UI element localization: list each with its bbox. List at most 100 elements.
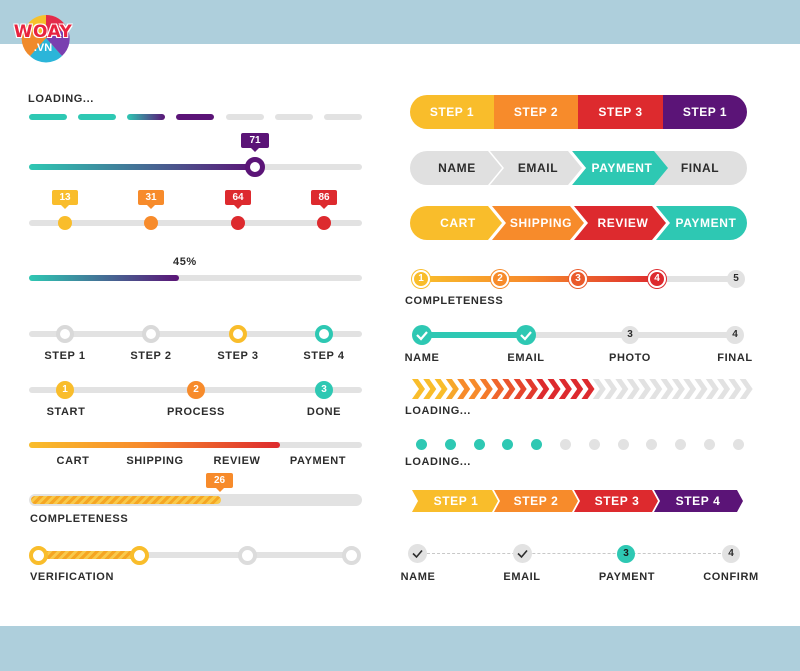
slider-handle[interactable] [245,157,265,177]
chevron-segment [660,379,674,399]
verification-dot[interactable] [238,546,257,565]
chevron-segment [445,379,459,399]
form-step-label[interactable]: NAME [438,161,476,175]
form-step-label[interactable]: FINAL [680,161,720,175]
numbered-step[interactable]: 1 [412,270,430,288]
arrow-steps: STEP 1 STEP 2 STEP 3 STEP 4 [412,490,747,512]
loading-dash [275,114,313,120]
final-step-number[interactable]: 4 [722,545,740,563]
check-icon[interactable] [412,325,432,345]
completeness-fill [31,496,221,504]
marker-dot[interactable] [317,216,331,230]
process-step-number[interactable]: 1 [56,381,74,399]
process-step-number[interactable]: 3 [315,381,333,399]
numbered-completeness-label: COMPLETENESS [405,295,504,307]
cart-step-label: SHIPPING [126,455,184,467]
marker-dot[interactable] [144,216,158,230]
loading-dot [416,439,427,450]
check-step-number[interactable]: 3 [621,326,639,344]
cart-step-label: REVIEW [213,455,261,467]
logo: WOAY .VN [10,12,76,66]
check-icon[interactable] [513,544,532,563]
check-icon[interactable] [516,325,536,345]
form-step-pill-shapes [410,151,747,185]
checkout-step-label[interactable]: SHIPPING [509,216,573,230]
numbered-step[interactable]: 2 [491,270,509,288]
dots-loading-label: LOADING... [405,456,471,468]
check-step-number[interactable]: 4 [726,326,744,344]
step-dot[interactable] [56,325,74,343]
chevron-segment [434,379,448,399]
chevron-segment [423,379,437,399]
loading-dot [646,439,658,450]
slider-value-tooltip: 71 [241,133,269,152]
check-track [420,332,736,338]
completeness-tooltip: 26 [206,473,233,492]
chevron-segment [649,379,663,399]
chevron-segment [671,379,685,399]
loading-dash [176,114,214,120]
arrow-step-label[interactable]: STEP 3 [594,494,640,508]
checkout-step-label[interactable]: CART [440,216,476,230]
numbered-step[interactable]: 4 [648,270,666,288]
marker-tooltip: 86 [311,190,337,209]
loading-dash [78,114,116,120]
step-label: STEP 2 [130,350,172,362]
verification-dot[interactable] [130,546,149,565]
cart-step-label: PAYMENT [289,455,347,467]
steps-track [29,331,362,337]
chevron-segment [468,379,482,399]
form-step-label[interactable]: EMAIL [517,161,559,175]
final-step-number[interactable]: 3 [617,545,635,563]
chevron-segment [615,379,629,399]
verification-dot[interactable] [29,546,48,565]
check-icon[interactable] [408,544,427,563]
step-dot[interactable] [315,325,333,343]
chevron-segment [412,379,425,399]
chevron-segment [739,379,753,399]
pill-step[interactable]: STEP 1 [410,95,494,129]
step-label: STEP 4 [303,350,345,362]
marker-dot[interactable] [231,216,245,230]
marker-tooltip: 64 [225,190,251,209]
step-dot[interactable] [142,325,160,343]
arrow-step-label[interactable]: STEP 2 [513,494,559,508]
chevron-segment [717,379,731,399]
logo-word: WOAY [13,22,73,42]
chevron-segment [513,379,527,399]
chevron-segment [581,379,595,399]
chevron-segment [638,379,651,399]
chevron-segment [570,379,584,399]
percent-track [29,275,362,281]
pill-step[interactable]: STEP 2 [494,95,578,129]
arrow-step-label[interactable]: STEP 4 [675,494,721,508]
check-step-label: PHOTO [609,352,651,364]
completeness-label: COMPLETENESS [30,513,129,525]
numbered-step[interactable]: 5 [727,270,745,288]
arrow-step-label[interactable]: STEP 1 [433,494,479,508]
final-step-label: EMAIL [503,571,541,583]
numbered-fill [420,276,658,282]
numbered-step[interactable]: 3 [569,270,587,288]
step-dot[interactable] [229,325,247,343]
chevron-segment [536,379,550,399]
loading-dot [473,439,485,450]
loading-dot [732,439,744,450]
verification-dot[interactable] [342,546,361,565]
checkout-step-label[interactable]: PAYMENT [675,216,737,230]
chevron-segment [491,379,505,399]
loading-dot [502,439,514,450]
check-step-label: EMAIL [507,352,545,364]
cart-fill [29,442,280,448]
pill-step[interactable]: STEP 3 [578,95,663,129]
marker-tooltip: 13 [52,190,78,209]
process-step-label: DONE [306,406,342,418]
check-step-label: FINAL [717,352,753,364]
chevron-segment [604,379,618,399]
form-step-label[interactable]: PAYMENT [591,161,653,175]
loading-dot [560,439,571,450]
marker-dot[interactable] [58,216,72,230]
process-step-number[interactable]: 2 [187,381,205,399]
checkout-step-label[interactable]: REVIEW [597,216,649,230]
pill-step[interactable]: STEP 1 [663,95,747,129]
